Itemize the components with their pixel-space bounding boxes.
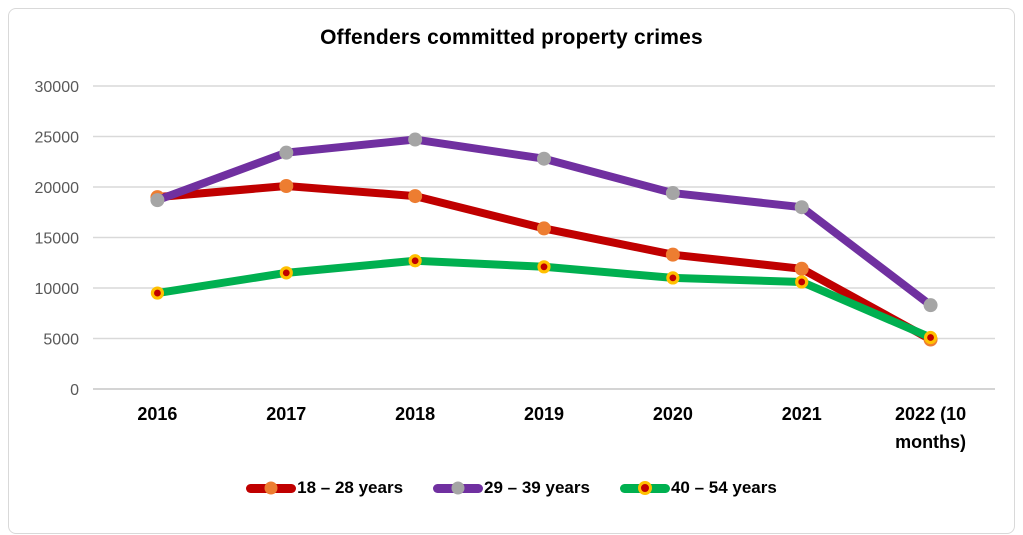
y-axis-tick-label: 30000 bbox=[35, 79, 80, 96]
data-point-marker bbox=[794, 261, 809, 276]
data-point-marker bbox=[279, 145, 294, 160]
x-axis-tick-label: 2016 bbox=[137, 404, 177, 424]
legend-item-40-54-years: 40 – 54 years bbox=[619, 478, 777, 498]
data-point-marker bbox=[279, 266, 293, 280]
data-point-marker bbox=[795, 275, 809, 289]
chart-legend: 18 – 28 years 29 – 39 years 40 – 54 year… bbox=[0, 478, 1023, 498]
data-point-marker bbox=[665, 186, 680, 201]
x-axis-tick-label: 2020 bbox=[653, 404, 693, 424]
data-point-marker bbox=[923, 298, 938, 313]
y-axis-tick-label: 5000 bbox=[43, 332, 79, 349]
x-axis-tick-label: 2017 bbox=[266, 404, 306, 424]
data-point-marker bbox=[537, 151, 551, 166]
y-axis-tick-label: 0 bbox=[70, 382, 79, 399]
data-point-marker bbox=[408, 189, 423, 204]
data-point-marker bbox=[150, 193, 165, 208]
data-point-marker bbox=[923, 330, 938, 345]
legend-line-swatch-18-28 bbox=[246, 481, 297, 495]
data-point-marker bbox=[408, 254, 422, 268]
data-point-marker bbox=[537, 260, 551, 274]
legend-marker-icon bbox=[264, 481, 278, 495]
y-axis-tick-label: 25000 bbox=[35, 130, 80, 147]
y-axis-tick-label: 10000 bbox=[35, 281, 80, 298]
x-axis-tick-label: 2019 bbox=[524, 404, 564, 424]
legend-item-29-39-years: 29 – 39 years bbox=[433, 478, 590, 498]
chart-title: Offenders committed property crimes bbox=[320, 26, 703, 49]
data-point-marker bbox=[150, 286, 165, 300]
data-point-marker bbox=[279, 178, 294, 193]
legend-line-swatch-40-54 bbox=[619, 481, 670, 495]
x-axis-tick-label: 2021 bbox=[782, 404, 822, 424]
legend-label: 40 – 54 years bbox=[670, 478, 777, 497]
legend-item-18-28-years: 18 – 28 years bbox=[246, 478, 403, 498]
legend-label: 29 – 39 years bbox=[484, 478, 590, 497]
data-point-marker bbox=[794, 200, 809, 215]
x-axis-tick-label: months) bbox=[895, 432, 966, 452]
data-point-marker bbox=[537, 221, 551, 236]
legend-line-swatch-29-39 bbox=[433, 481, 484, 495]
y-axis-tick-label: 15000 bbox=[35, 231, 80, 248]
data-point-marker bbox=[408, 132, 423, 147]
legend-marker-icon bbox=[451, 481, 465, 495]
data-point-marker bbox=[666, 271, 680, 285]
legend-label: 18 – 28 years bbox=[297, 478, 404, 497]
legend-marker-icon bbox=[637, 481, 652, 495]
data-point-marker bbox=[665, 247, 680, 262]
x-axis-tick-label: 2022 (10 bbox=[895, 404, 966, 424]
y-axis-tick-label: 20000 bbox=[35, 180, 80, 197]
x-axis-tick-label: 2018 bbox=[395, 404, 435, 424]
